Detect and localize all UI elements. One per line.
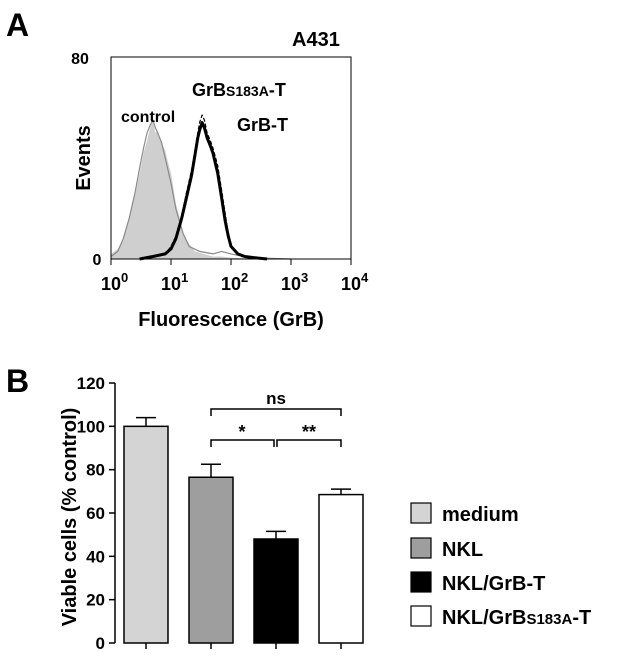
y-tick-80: 80	[71, 51, 89, 68]
bar-y-tick-label: 100	[77, 417, 105, 436]
significance-double-star: **	[302, 422, 316, 442]
bar-y-tick-label: 40	[86, 547, 105, 566]
bar-y-tick-label: 120	[77, 374, 105, 393]
histogram-series-4	[139, 121, 268, 261]
bar-y-tick-label: 0	[96, 634, 105, 653]
histogram-series-1	[111, 120, 291, 259]
histogram-plot-area	[110, 114, 292, 261]
bracket-single-star	[210, 439, 275, 447]
bar-y-tick-label: 20	[86, 591, 105, 610]
bracket-double-star	[276, 439, 342, 447]
bar-plot-area: 0 20 40 60 80 100 120	[77, 374, 364, 653]
y-tick-0: 0	[93, 252, 102, 269]
bar-nkl-grb-t	[253, 538, 299, 644]
bar-medium	[123, 425, 169, 644]
panel-a-cell-line: A431	[292, 29, 340, 51]
legend-label-nkl-grb-t: NKL/GrB-T	[442, 573, 545, 595]
annotation-control: control	[121, 109, 175, 126]
panel-b-label: B	[6, 363, 29, 399]
annotation-grb-t: GrB-T	[237, 115, 288, 135]
legend: medium NKL NKL/GrB-T NKL/GrBS183A-T	[410, 502, 591, 629]
histogram-x-tick-label: 104	[341, 270, 369, 294]
histogram-x-tick-label: 103	[281, 270, 308, 294]
histogram-y-axis-label: Events	[73, 125, 95, 191]
bar-nkl	[188, 476, 234, 644]
bar-nkl-grbs183a-t	[318, 493, 364, 644]
legend-label-nkl-grbs183a-t: NKL/GrBS183A-T	[442, 607, 591, 629]
histogram-x-tick-label: 100	[101, 270, 128, 294]
bar-y-axis-label: Viable cells (% control)	[59, 408, 81, 627]
significance-single-star: *	[238, 422, 245, 442]
legend-label-nkl: NKL	[442, 539, 483, 561]
legend-label-medium: medium	[442, 504, 519, 526]
bar-y-tick-label: 80	[86, 461, 105, 480]
histogram-x-axis-label: Fluorescence (GrB)	[138, 309, 324, 331]
significance-ns: ns	[266, 389, 286, 408]
panel-a-label: A	[6, 7, 29, 43]
significance-brackets	[210, 408, 342, 447]
legend-swatch-nkl-grbs183a-t	[410, 605, 432, 627]
bar-y-tick-label: 60	[86, 504, 105, 523]
legend-swatch-nkl	[410, 537, 432, 559]
bracket-ns	[210, 408, 342, 416]
histogram-x-tick-label: 102	[221, 270, 248, 294]
legend-swatch-nkl-grb-t	[410, 571, 432, 593]
histogram-series-2	[110, 119, 292, 260]
annotation-grbs183a-t: GrBS183A-T	[192, 80, 286, 100]
legend-swatch-medium	[410, 502, 432, 524]
histogram-x-tick-label: 101	[161, 270, 188, 294]
histogram-x-ticks: 100 101 102 103 104	[101, 259, 369, 294]
